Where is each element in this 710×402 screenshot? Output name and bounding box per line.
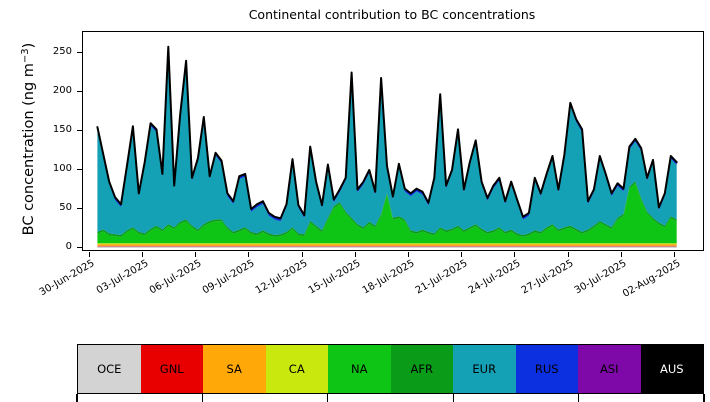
x-tick-mark [514, 252, 516, 257]
legend-label: EUR [472, 362, 497, 376]
y-tick-label: 200 [52, 85, 72, 96]
x-tick-mark [567, 252, 569, 257]
colorbar-tick-mark [327, 394, 329, 402]
legend-label: GNL [159, 362, 184, 376]
legend-label: AUS [659, 362, 684, 376]
colorbar-tick-mark [452, 394, 454, 402]
x-tick-mark [673, 252, 676, 257]
legend-colorbar: OCE GNL SA CA NA AFR EUR RUS ASI AUS [77, 344, 704, 394]
plot-area [82, 31, 704, 251]
area-EUR [97, 49, 677, 235]
x-tick-mark [354, 252, 356, 257]
y-tick-mark [77, 90, 82, 92]
colorbar-tick-mark [577, 394, 580, 402]
x-tick-mark [620, 252, 622, 257]
area-OCE [97, 246, 677, 248]
legend-swatch-ASI: ASI [578, 345, 641, 393]
y-axis-label-superscript: −3 [19, 48, 31, 64]
legend-label: RUS [534, 362, 559, 376]
x-tick-mark [407, 252, 410, 257]
y-tick-label: 50 [59, 202, 72, 213]
legend-swatch-AFR: AFR [390, 345, 453, 393]
colorbar-tick-mark [201, 394, 204, 402]
legend-label: SA [226, 362, 242, 376]
legend-swatch-EUR: EUR [453, 345, 516, 393]
legend-swatch-GNL: GNL [140, 345, 203, 393]
legend-label: OCE [97, 362, 122, 376]
x-tick-mark [88, 252, 90, 257]
area-SA [97, 244, 677, 246]
legend-swatch-CA: CA [265, 345, 328, 393]
y-tick-label: 150 [52, 124, 72, 135]
legend-swatch-RUS: RUS [515, 345, 578, 393]
legend-label: AFR [410, 362, 433, 376]
y-tick-mark [77, 246, 82, 248]
x-tick-mark [461, 252, 463, 257]
y-tick-mark [77, 207, 82, 209]
legend-swatch-AUS: AUS [640, 345, 703, 393]
legend-label: CA [288, 362, 305, 376]
colorbar-tick-mark [703, 394, 705, 402]
stacked-area-chart [96, 45, 678, 248]
legend-label: NA [351, 362, 368, 376]
y-tick-label: 0 [65, 241, 72, 252]
y-tick-mark [77, 51, 82, 53]
x-tick-mark [248, 252, 250, 257]
y-tick-label: 100 [52, 163, 72, 174]
x-tick-mark [301, 252, 303, 257]
area-GNL [97, 245, 677, 247]
total-line [96, 45, 678, 220]
legend-label: ASI [599, 362, 619, 376]
y-tick-label: 250 [52, 46, 72, 57]
x-tick-mark [195, 252, 197, 257]
legend-swatch-OCE: OCE [78, 345, 141, 393]
colorbar-tick-mark [76, 394, 78, 402]
y-tick-mark [77, 129, 82, 131]
chart-title: Continental contribution to BC concentra… [248, 7, 536, 22]
y-tick-mark [77, 168, 82, 170]
area-RUS [97, 47, 677, 222]
legend-swatch-NA: NA [328, 345, 391, 393]
legend-swatch-SA: SA [203, 345, 266, 393]
x-tick-mark [141, 252, 144, 257]
area-NA [97, 183, 677, 244]
area-CA [97, 243, 677, 245]
